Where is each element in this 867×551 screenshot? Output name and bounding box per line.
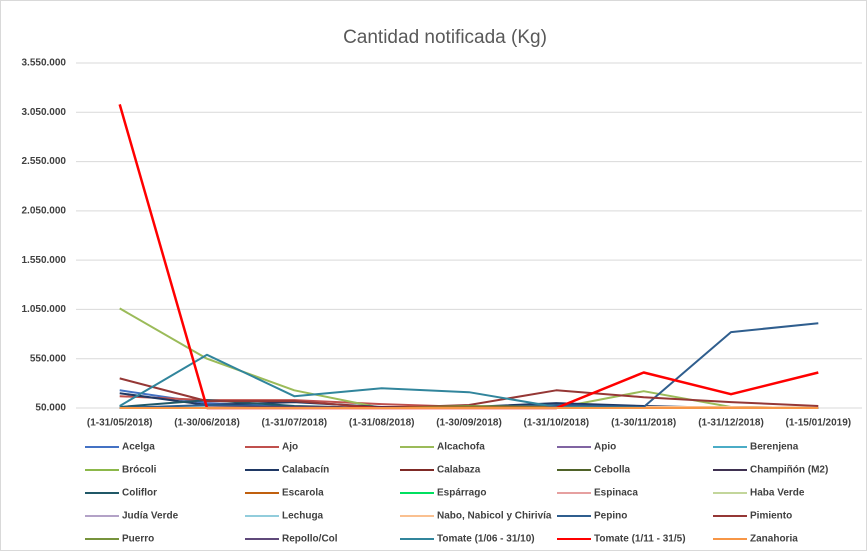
legend-label: Tomate (1/11 - 31/5): [594, 534, 686, 545]
y-tick-label: 50.000: [35, 403, 66, 414]
y-tick-label: 3.550.000: [22, 58, 67, 69]
x-tick-label: (1-31/08/2018): [349, 418, 415, 429]
legend-label: Coliflor: [122, 488, 157, 499]
x-tick-label: (1-31/07/2018): [262, 418, 328, 429]
legend-label: Pepino: [594, 511, 627, 522]
x-tick-label: (1-31/10/2018): [524, 418, 590, 429]
legend-label: Judía Verde: [122, 511, 179, 522]
legend-label: Cebolla: [594, 465, 631, 476]
y-tick-label: 1.550.000: [22, 255, 67, 266]
y-tick-label: 550.000: [30, 353, 67, 364]
y-tick-label: 2.050.000: [22, 205, 67, 216]
legend-label: Espárrago: [437, 488, 486, 499]
legend-label: Alcachofa: [437, 442, 485, 453]
legend-label: Berenjena: [750, 442, 799, 453]
legend-label: Calabacín: [282, 465, 329, 476]
legend-label: Lechuga: [282, 511, 324, 522]
y-tick-label: 3.050.000: [22, 107, 67, 118]
x-tick-label: (1-30/11/2018): [611, 418, 676, 429]
legend-label: Apio: [594, 442, 616, 453]
x-tick-label: (1-30/09/2018): [436, 418, 502, 429]
x-tick-label: (1-15/01/2019): [786, 418, 852, 429]
legend-label: Tomate (1/06 - 31/10): [437, 534, 535, 545]
legend-label: Pimiento: [750, 511, 792, 522]
legend-label: Repollo/Col: [282, 534, 338, 545]
legend-label: Ajo: [282, 442, 298, 453]
legend-label: Zanahoria: [750, 534, 798, 545]
x-tick-label: (1-30/06/2018): [174, 418, 240, 429]
legend-label: Escarola: [282, 488, 324, 499]
legend-label: Champiñón (M2): [750, 465, 828, 476]
legend-label: Puerro: [122, 534, 154, 545]
x-tick-label: (1-31/12/2018): [698, 418, 764, 429]
legend-label: Calabaza: [437, 465, 481, 476]
legend-label: Brócoli: [122, 465, 157, 476]
legend-label: Espinaca: [594, 488, 638, 499]
legend-label: Haba Verde: [750, 488, 805, 499]
legend-label: Nabo, Nabicol y Chirivía: [437, 511, 552, 522]
y-tick-label: 1.050.000: [22, 304, 67, 315]
legend-label: Acelga: [122, 442, 155, 453]
chart-title: Cantidad notificada (Kg): [343, 27, 547, 48]
x-tick-label: (1-31/05/2018): [87, 418, 153, 429]
y-tick-label: 2.550.000: [22, 156, 67, 167]
